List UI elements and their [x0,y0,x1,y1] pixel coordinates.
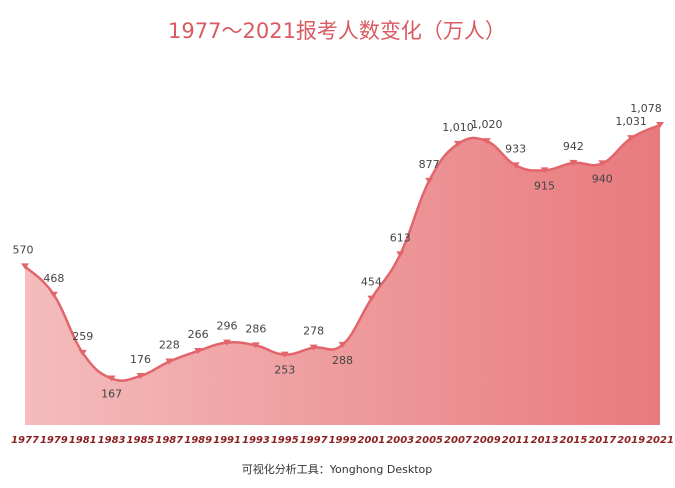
marker [396,251,405,258]
x-tick-label: 2017 [588,435,616,446]
marker [540,167,549,174]
value-label: 266 [188,328,209,341]
x-tick-label: 1993 [242,435,270,446]
x-tick-label: 1979 [40,435,68,446]
marker [367,295,376,302]
value-label: 296 [217,320,238,333]
value-label: 286 [245,322,266,335]
value-label: 278 [303,325,324,338]
marker [425,177,434,184]
value-label: 253 [274,364,295,377]
value-label: 1,078 [630,102,662,115]
value-label: 942 [563,140,584,153]
x-tick-label: 2009 [473,435,501,446]
marker [223,339,232,346]
area [25,125,660,425]
value-label: 1,031 [615,115,647,128]
marker [280,351,289,358]
x-tick-label: 1999 [329,435,357,446]
marker [251,342,260,349]
value-label: 259 [72,330,93,343]
marker [656,122,664,128]
marker [511,162,520,169]
marker [453,140,462,147]
value-label: 288 [332,354,353,367]
x-tick-label: 2015 [559,435,587,446]
value-label: 933 [505,142,526,155]
marker [598,160,607,167]
x-tick-label: 1981 [69,435,97,446]
marker [627,135,636,142]
x-tick-label: 2007 [444,435,472,446]
marker [107,375,116,382]
x-tick-label: 2019 [617,435,645,446]
x-tick-label: 1991 [213,435,241,446]
x-tick-label: 1983 [98,435,126,446]
value-label: 167 [101,388,122,401]
value-label: 1,010 [442,121,474,134]
value-label: 877 [419,158,440,171]
value-label: 613 [390,231,411,244]
marker [21,263,29,270]
marker [482,138,491,145]
x-tick-label: 2021 [646,435,674,446]
x-tick-label: 2003 [386,435,414,446]
value-label: 468 [43,272,64,285]
value-label: 940 [592,172,613,185]
value-label: 228 [159,339,180,352]
x-tick-label: 1997 [300,435,328,446]
x-tick-label: 1995 [271,435,299,446]
chart-title: 1977～2021报考人数变化（万人） [168,19,506,43]
footnote: 可视化分析工具：Yonghong Desktop [242,462,432,476]
value-label: 570 [13,243,34,256]
marker [569,159,578,166]
x-tick-label: 2005 [415,435,443,446]
marker [136,373,145,380]
x-tick-label: 1989 [184,435,212,446]
marker [49,291,58,298]
x-tick-label: 1985 [127,435,155,446]
x-tick-label: 2001 [357,435,385,446]
value-label: 454 [361,276,382,289]
value-label: 915 [534,179,555,192]
marker [165,358,174,365]
x-tick-label: 1987 [155,435,183,446]
value-label: 176 [130,353,151,366]
marker [78,349,87,356]
value-label: 1,020 [471,118,503,131]
marker [194,347,203,354]
x-tick-label: 2013 [531,435,559,446]
marker [338,341,347,348]
x-tick-label: 1977 [11,435,39,446]
marker [309,344,318,351]
x-tick-label: 2011 [502,435,530,446]
